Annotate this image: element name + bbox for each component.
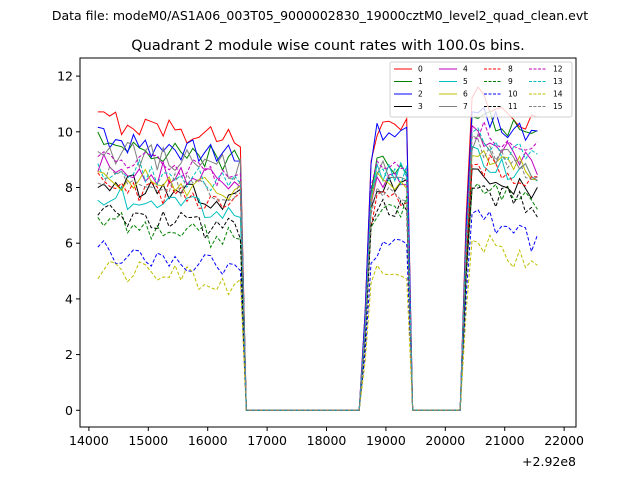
legend-label-15: 15 (553, 102, 563, 111)
x-axis-ticks: 14000 15000 16000 17000 18000 19000 20000 21000… (69, 427, 584, 448)
legend-label-12: 12 (553, 65, 563, 74)
series-layer (97, 86, 538, 411)
chart-title: Quadrant 2 module wise count rates with … (131, 38, 525, 54)
y-tick-label: 4 (65, 291, 73, 306)
y-tick-label: 10 (57, 124, 73, 139)
y-tick-label: 0 (65, 403, 73, 418)
x-tick-label: 17000 (247, 433, 287, 448)
x-tick-label: 19000 (366, 433, 406, 448)
y-tick-label: 6 (65, 236, 73, 251)
x-tick-label: 14000 (69, 433, 109, 448)
legend-label-11: 11 (508, 102, 518, 111)
legend-label-14: 14 (553, 90, 563, 99)
y-tick-label: 12 (57, 69, 73, 84)
legend-label-2: 2 (418, 90, 423, 99)
legend-label-0: 0 (418, 65, 423, 74)
legend-label-4: 4 (463, 65, 468, 74)
legend-label-8: 8 (508, 65, 513, 74)
x-offset-label: +2.92e8 (522, 454, 576, 469)
y-tick-label: 8 (65, 180, 73, 195)
x-tick-label: 16000 (188, 433, 228, 448)
axes-frame (79, 57, 577, 428)
suptitle: Data file: modeM0/AS1A06_003T05_90000028… (52, 8, 588, 23)
legend-label-3: 3 (418, 102, 423, 111)
legend-label-1: 1 (418, 77, 423, 86)
x-tick-label: 20000 (425, 433, 465, 448)
x-tick-label: 15000 (128, 433, 168, 448)
legend-label-6: 6 (463, 90, 468, 99)
x-tick-label: 21000 (485, 433, 525, 448)
legend-label-9: 9 (508, 77, 513, 86)
legend-label-5: 5 (463, 77, 468, 86)
legend-label-7: 7 (463, 102, 468, 111)
y-tick-label: 2 (65, 347, 73, 362)
legend-label-10: 10 (508, 90, 518, 99)
x-tick-label: 18000 (307, 433, 347, 448)
series-line-15 (97, 134, 538, 411)
y-axis-ticks: 0 2 4 6 8 10 12 (57, 69, 80, 418)
series-line-13 (97, 127, 538, 411)
legend-label-13: 13 (553, 77, 563, 86)
x-tick-label: 22000 (544, 433, 584, 448)
